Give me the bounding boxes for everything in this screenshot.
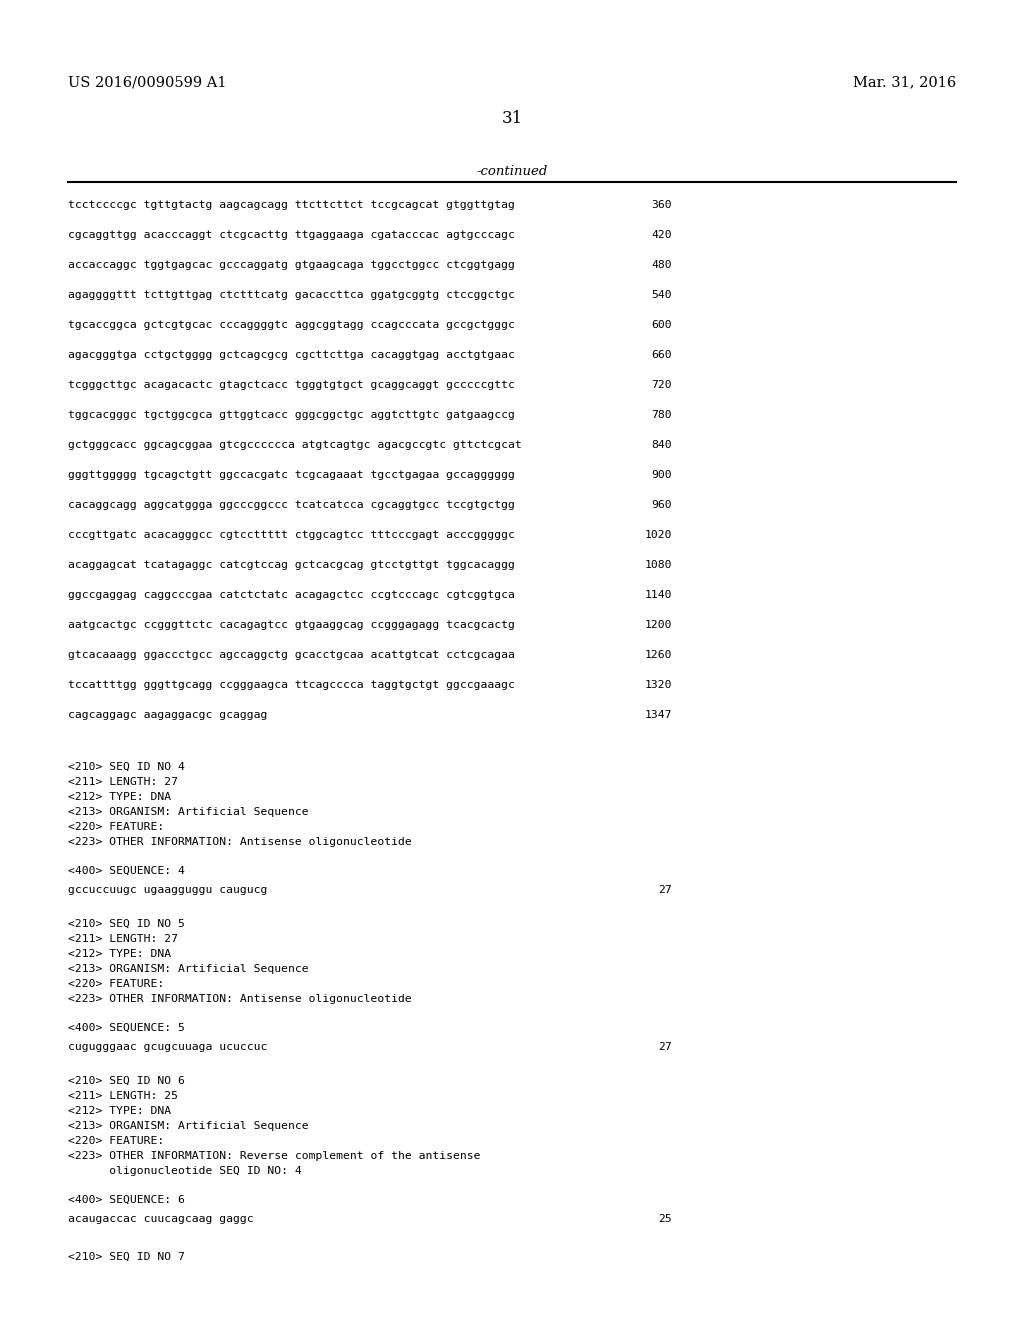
Text: 1080: 1080 [644, 560, 672, 570]
Text: <212> TYPE: DNA: <212> TYPE: DNA [68, 949, 171, 960]
Text: 1320: 1320 [644, 680, 672, 690]
Text: 1140: 1140 [644, 590, 672, 601]
Text: cccgttgatc acacagggcc cgtccttttt ctggcagtcc tttcccgagt acccgggggc: cccgttgatc acacagggcc cgtccttttt ctggcag… [68, 531, 515, 540]
Text: <211> LENGTH: 27: <211> LENGTH: 27 [68, 777, 178, 787]
Text: <210> SEQ ID NO 4: <210> SEQ ID NO 4 [68, 762, 185, 772]
Text: <213> ORGANISM: Artificial Sequence: <213> ORGANISM: Artificial Sequence [68, 807, 308, 817]
Text: <223> OTHER INFORMATION: Reverse complement of the antisense: <223> OTHER INFORMATION: Reverse complem… [68, 1151, 480, 1162]
Text: tgcaccggca gctcgtgcac cccaggggtc aggcggtagg ccagcccata gccgctgggc: tgcaccggca gctcgtgcac cccaggggtc aggcggt… [68, 319, 515, 330]
Text: cagcaggagc aagaggacgc gcaggag: cagcaggagc aagaggacgc gcaggag [68, 710, 267, 719]
Text: acaggagcat tcatagaggc catcgtccag gctcacgcag gtcctgttgt tggcacaggg: acaggagcat tcatagaggc catcgtccag gctcacg… [68, 560, 515, 570]
Text: 480: 480 [651, 260, 672, 271]
Text: <211> LENGTH: 27: <211> LENGTH: 27 [68, 935, 178, 944]
Text: <400> SEQUENCE: 6: <400> SEQUENCE: 6 [68, 1195, 185, 1205]
Text: <213> ORGANISM: Artificial Sequence: <213> ORGANISM: Artificial Sequence [68, 964, 308, 974]
Text: agacgggtga cctgctgggg gctcagcgcg cgcttcttga cacaggtgag acctgtgaac: agacgggtga cctgctgggg gctcagcgcg cgcttct… [68, 350, 515, 360]
Text: <210> SEQ ID NO 7: <210> SEQ ID NO 7 [68, 1251, 185, 1262]
Text: US 2016/0090599 A1: US 2016/0090599 A1 [68, 75, 226, 88]
Text: 900: 900 [651, 470, 672, 480]
Text: 1200: 1200 [644, 620, 672, 630]
Text: 27: 27 [658, 1041, 672, 1052]
Text: 1020: 1020 [644, 531, 672, 540]
Text: 25: 25 [658, 1214, 672, 1224]
Text: agaggggttt tcttgttgag ctctttcatg gacaccttca ggatgcggtg ctccggctgc: agaggggttt tcttgttgag ctctttcatg gacacct… [68, 290, 515, 300]
Text: tcgggcttgc acagacactc gtagctcacc tgggtgtgct gcaggcaggt gcccccgttc: tcgggcttgc acagacactc gtagctcacc tgggtgt… [68, 380, 515, 389]
Text: gccuccuugc ugaagguggu caugucg: gccuccuugc ugaagguggu caugucg [68, 884, 267, 895]
Text: 27: 27 [658, 884, 672, 895]
Text: cgcaggttgg acacccaggt ctcgcacttg ttgaggaaga cgatacccac agtgcccagc: cgcaggttgg acacccaggt ctcgcacttg ttgagga… [68, 230, 515, 240]
Text: 960: 960 [651, 500, 672, 510]
Text: <213> ORGANISM: Artificial Sequence: <213> ORGANISM: Artificial Sequence [68, 1121, 308, 1131]
Text: gtcacaaagg ggaccctgcc agccaggctg gcacctgcaa acattgtcat cctcgcagaa: gtcacaaagg ggaccctgcc agccaggctg gcacctg… [68, 649, 515, 660]
Text: cacaggcagg aggcatggga ggcccggccc tcatcatcca cgcaggtgcc tccgtgctgg: cacaggcagg aggcatggga ggcccggccc tcatcat… [68, 500, 515, 510]
Text: 1260: 1260 [644, 649, 672, 660]
Text: oligonucleotide SEQ ID NO: 4: oligonucleotide SEQ ID NO: 4 [68, 1166, 302, 1176]
Text: <212> TYPE: DNA: <212> TYPE: DNA [68, 792, 171, 803]
Text: gctgggcacc ggcagcggaa gtcgcccccca atgtcagtgc agacgccgtc gttctcgcat: gctgggcacc ggcagcggaa gtcgcccccca atgtca… [68, 440, 522, 450]
Text: 720: 720 [651, 380, 672, 389]
Text: cugugggaac gcugcuuaga ucuccuc: cugugggaac gcugcuuaga ucuccuc [68, 1041, 267, 1052]
Text: tcctccccgc tgttgtactg aagcagcagg ttcttcttct tccgcagcat gtggttgtag: tcctccccgc tgttgtactg aagcagcagg ttcttct… [68, 201, 515, 210]
Text: <212> TYPE: DNA: <212> TYPE: DNA [68, 1106, 171, 1115]
Text: ggccgaggag caggcccgaa catctctatc acagagctcc ccgtcccagc cgtcggtgca: ggccgaggag caggcccgaa catctctatc acagagc… [68, 590, 515, 601]
Text: <220> FEATURE:: <220> FEATURE: [68, 979, 164, 989]
Text: <210> SEQ ID NO 5: <210> SEQ ID NO 5 [68, 919, 185, 929]
Text: <220> FEATURE:: <220> FEATURE: [68, 822, 164, 832]
Text: 540: 540 [651, 290, 672, 300]
Text: tccattttgg gggttgcagg ccgggaagca ttcagcccca taggtgctgt ggccgaaagc: tccattttgg gggttgcagg ccgggaagca ttcagcc… [68, 680, 515, 690]
Text: acaugaccac cuucagcaag gaggc: acaugaccac cuucagcaag gaggc [68, 1214, 254, 1224]
Text: tggcacgggc tgctggcgca gttggtcacc gggcggctgc aggtcttgtc gatgaagccg: tggcacgggc tgctggcgca gttggtcacc gggcggc… [68, 411, 515, 420]
Text: aatgcactgc ccgggttctc cacagagtcc gtgaaggcag ccgggagagg tcacgcactg: aatgcactgc ccgggttctc cacagagtcc gtgaagg… [68, 620, 515, 630]
Text: Mar. 31, 2016: Mar. 31, 2016 [853, 75, 956, 88]
Text: <400> SEQUENCE: 4: <400> SEQUENCE: 4 [68, 866, 185, 876]
Text: <400> SEQUENCE: 5: <400> SEQUENCE: 5 [68, 1023, 185, 1034]
Text: <223> OTHER INFORMATION: Antisense oligonucleotide: <223> OTHER INFORMATION: Antisense oligo… [68, 994, 412, 1005]
Text: 780: 780 [651, 411, 672, 420]
Text: <211> LENGTH: 25: <211> LENGTH: 25 [68, 1092, 178, 1101]
Text: <210> SEQ ID NO 6: <210> SEQ ID NO 6 [68, 1076, 185, 1086]
Text: -continued: -continued [476, 165, 548, 178]
Text: 31: 31 [502, 110, 522, 127]
Text: 660: 660 [651, 350, 672, 360]
Text: accaccaggc tggtgagcac gcccaggatg gtgaagcaga tggcctggcc ctcggtgagg: accaccaggc tggtgagcac gcccaggatg gtgaagc… [68, 260, 515, 271]
Text: 840: 840 [651, 440, 672, 450]
Text: <220> FEATURE:: <220> FEATURE: [68, 1137, 164, 1146]
Text: 600: 600 [651, 319, 672, 330]
Text: gggttggggg tgcagctgtt ggccacgatc tcgcagaaat tgcctgagaa gccagggggg: gggttggggg tgcagctgtt ggccacgatc tcgcaga… [68, 470, 515, 480]
Text: 420: 420 [651, 230, 672, 240]
Text: 360: 360 [651, 201, 672, 210]
Text: <223> OTHER INFORMATION: Antisense oligonucleotide: <223> OTHER INFORMATION: Antisense oligo… [68, 837, 412, 847]
Text: 1347: 1347 [644, 710, 672, 719]
